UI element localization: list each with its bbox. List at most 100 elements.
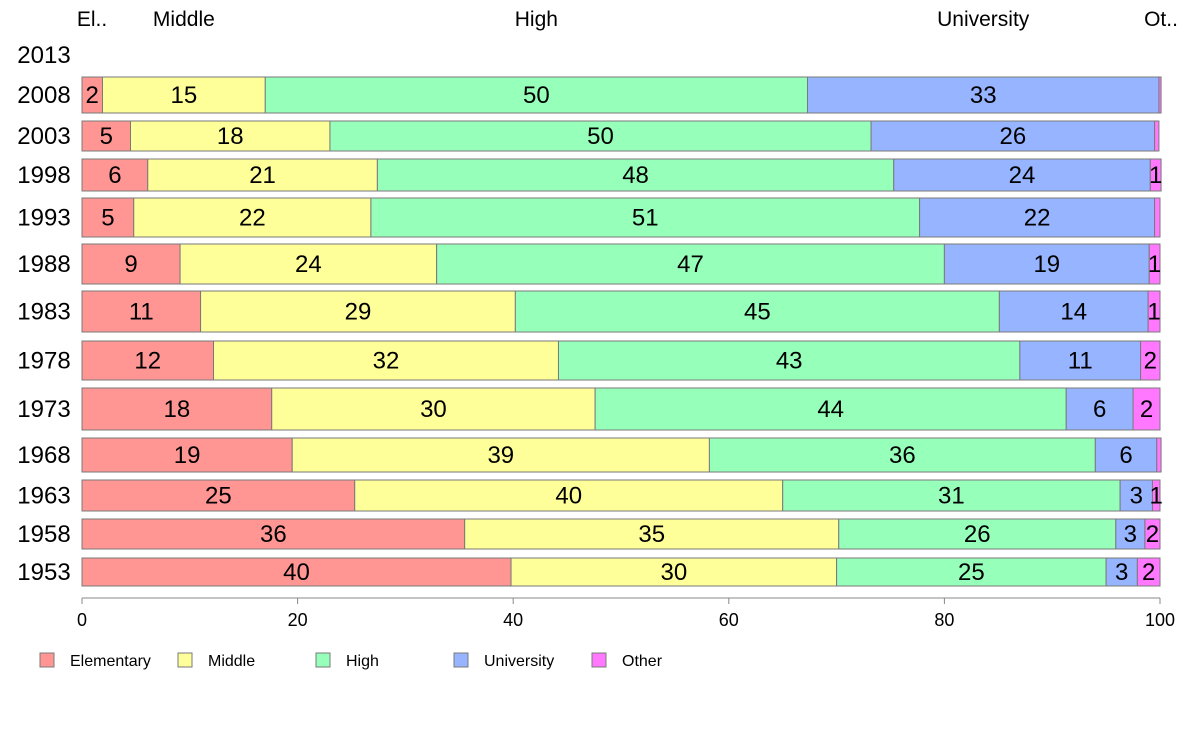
- data-label-elementary-1958: 36: [260, 521, 287, 548]
- data-label-high-1973: 44: [817, 396, 844, 423]
- bar-high-1973: [594, 387, 1067, 431]
- y-tick-label-1988: 1988: [17, 251, 70, 278]
- top-label-other: Ot..: [1144, 8, 1178, 31]
- data-label-university-1953: 3: [1115, 559, 1128, 586]
- bar-elementary-1968: [81, 437, 293, 473]
- y-tick-label-1993: 1993: [17, 205, 70, 232]
- y-axis: 1953 1958 1963 1968 1973 1978 1983 1988 1993 1998…: [17, 42, 70, 586]
- bar-high-1953: [836, 557, 1107, 587]
- data-label-university-2003: 26: [1000, 123, 1027, 150]
- bar-other-1978: [1140, 340, 1161, 381]
- x-axis: 0 20 40 60 80 100: [77, 597, 1175, 630]
- bar-university-1963: [1119, 479, 1153, 512]
- bar-elementary-1978: [81, 340, 215, 381]
- top-label-university: University: [937, 8, 1030, 31]
- data-label-other-1978: 2: [1144, 348, 1157, 375]
- bars-group: 40 30 25 3 236 35 26 3 225 40 31 3 119 39 36 618 30 44 6 21…: [81, 76, 1163, 587]
- y-tick-label-1973: 1973: [17, 396, 70, 423]
- bar-other-1953: [1136, 557, 1161, 587]
- bar-middle-1993: [133, 197, 372, 238]
- top-category-labels: El.. Middle High University Ot..: [77, 8, 1178, 31]
- data-label-elementary-1973: 18: [164, 396, 191, 423]
- data-label-other-1988: 1: [1148, 251, 1161, 278]
- legend-swatch-middle: [177, 652, 193, 668]
- data-label-university-2008: 33: [970, 82, 997, 109]
- data-label-high-1958: 26: [964, 521, 991, 548]
- data-label-other-1973: 2: [1140, 396, 1153, 423]
- bar-middle-1963: [354, 479, 784, 512]
- y-tick-label-2003: 2003: [17, 123, 70, 150]
- data-label-middle-1973: 30: [420, 396, 447, 423]
- bar-elementary-1963: [81, 479, 356, 512]
- bar-middle-1988: [179, 243, 438, 285]
- data-label-middle-1958: 35: [638, 521, 665, 548]
- bar-university-1993: [919, 197, 1156, 238]
- data-label-high-1963: 31: [938, 483, 965, 510]
- bar-other-1968: [1156, 437, 1162, 473]
- data-label-middle-1998: 21: [249, 162, 276, 189]
- y-tick-label-1968: 1968: [17, 442, 70, 469]
- bar-elementary-1973: [81, 387, 273, 431]
- bar-high-1978: [557, 340, 1021, 381]
- bar-middle-2003: [130, 120, 331, 152]
- bar-middle-1973: [271, 387, 596, 431]
- data-label-university-1978: 11: [1068, 348, 1093, 375]
- legend-label-elementary: Elementary: [70, 653, 151, 670]
- bar-high-1968: [708, 437, 1096, 473]
- top-label-elementary: El..: [77, 8, 107, 31]
- bar-other-1998: [1149, 158, 1162, 192]
- data-label-other-1963: 1: [1150, 483, 1163, 510]
- bar-high-1988: [436, 243, 945, 285]
- data-label-university-1968: 6: [1119, 442, 1132, 469]
- data-label-high-1968: 36: [889, 442, 916, 469]
- y-tick-label-1978: 1978: [17, 348, 70, 375]
- bar-other-1963: [1151, 479, 1161, 512]
- bar-university-1978: [1019, 340, 1142, 381]
- bar-university-1968: [1094, 437, 1158, 473]
- legend-label-middle: Middle: [208, 653, 255, 670]
- bar-middle-1978: [213, 340, 559, 381]
- bar-university-2003: [870, 120, 1156, 152]
- bar-other-2008: [1158, 76, 1162, 114]
- data-label-middle-1978: 32: [373, 348, 400, 375]
- x-tick-label-100: 100: [1145, 610, 1175, 630]
- data-label-university-1973: 6: [1093, 396, 1106, 423]
- bar-university-1958: [1115, 518, 1146, 550]
- data-label-elementary-1978: 12: [134, 348, 161, 375]
- data-label-university-1958: 3: [1124, 521, 1137, 548]
- legend: Elementary Middle High University Other: [39, 652, 663, 670]
- bar-elementary-1958: [81, 518, 466, 550]
- x-tick-label-20: 20: [288, 610, 308, 630]
- legend-swatch-elementary: [39, 652, 55, 668]
- bar-middle-1968: [291, 437, 710, 473]
- bar-high-1983: [514, 290, 1000, 333]
- bar-high-1963: [782, 479, 1121, 512]
- data-label-university-1983: 14: [1060, 299, 1087, 326]
- legend-swatch-high: [315, 652, 331, 668]
- legend-label-university: University: [484, 653, 554, 670]
- data-label-middle-1983: 29: [345, 299, 372, 326]
- bar-elementary-1953: [81, 557, 512, 587]
- y-tick-label-1958: 1958: [17, 521, 70, 548]
- x-tick-label-60: 60: [719, 610, 739, 630]
- data-label-university-1988: 19: [1033, 251, 1060, 278]
- data-label-middle-1963: 40: [555, 483, 582, 510]
- bar-high-2008: [264, 76, 808, 114]
- data-label-elementary-2003: 5: [100, 123, 113, 150]
- legend-label-high: High: [346, 653, 379, 670]
- bar-middle-1953: [510, 557, 838, 587]
- y-tick-label-2008: 2008: [17, 82, 70, 109]
- bar-other-1983: [1147, 290, 1161, 333]
- bar-other-2003: [1154, 120, 1160, 152]
- x-tick-label-80: 80: [934, 610, 954, 630]
- data-label-high-1983: 45: [744, 299, 771, 326]
- bar-other-1993: [1154, 197, 1161, 238]
- data-label-elementary-2008: 2: [86, 82, 99, 109]
- bar-elementary-1993: [81, 197, 135, 238]
- data-label-elementary-1983: 11: [129, 299, 154, 326]
- data-label-high-2008: 50: [523, 82, 550, 109]
- data-label-other-1983: 1: [1147, 299, 1160, 326]
- data-label-middle-1968: 39: [487, 442, 514, 469]
- bar-university-1988: [943, 243, 1150, 285]
- data-label-elementary-1968: 19: [174, 442, 201, 469]
